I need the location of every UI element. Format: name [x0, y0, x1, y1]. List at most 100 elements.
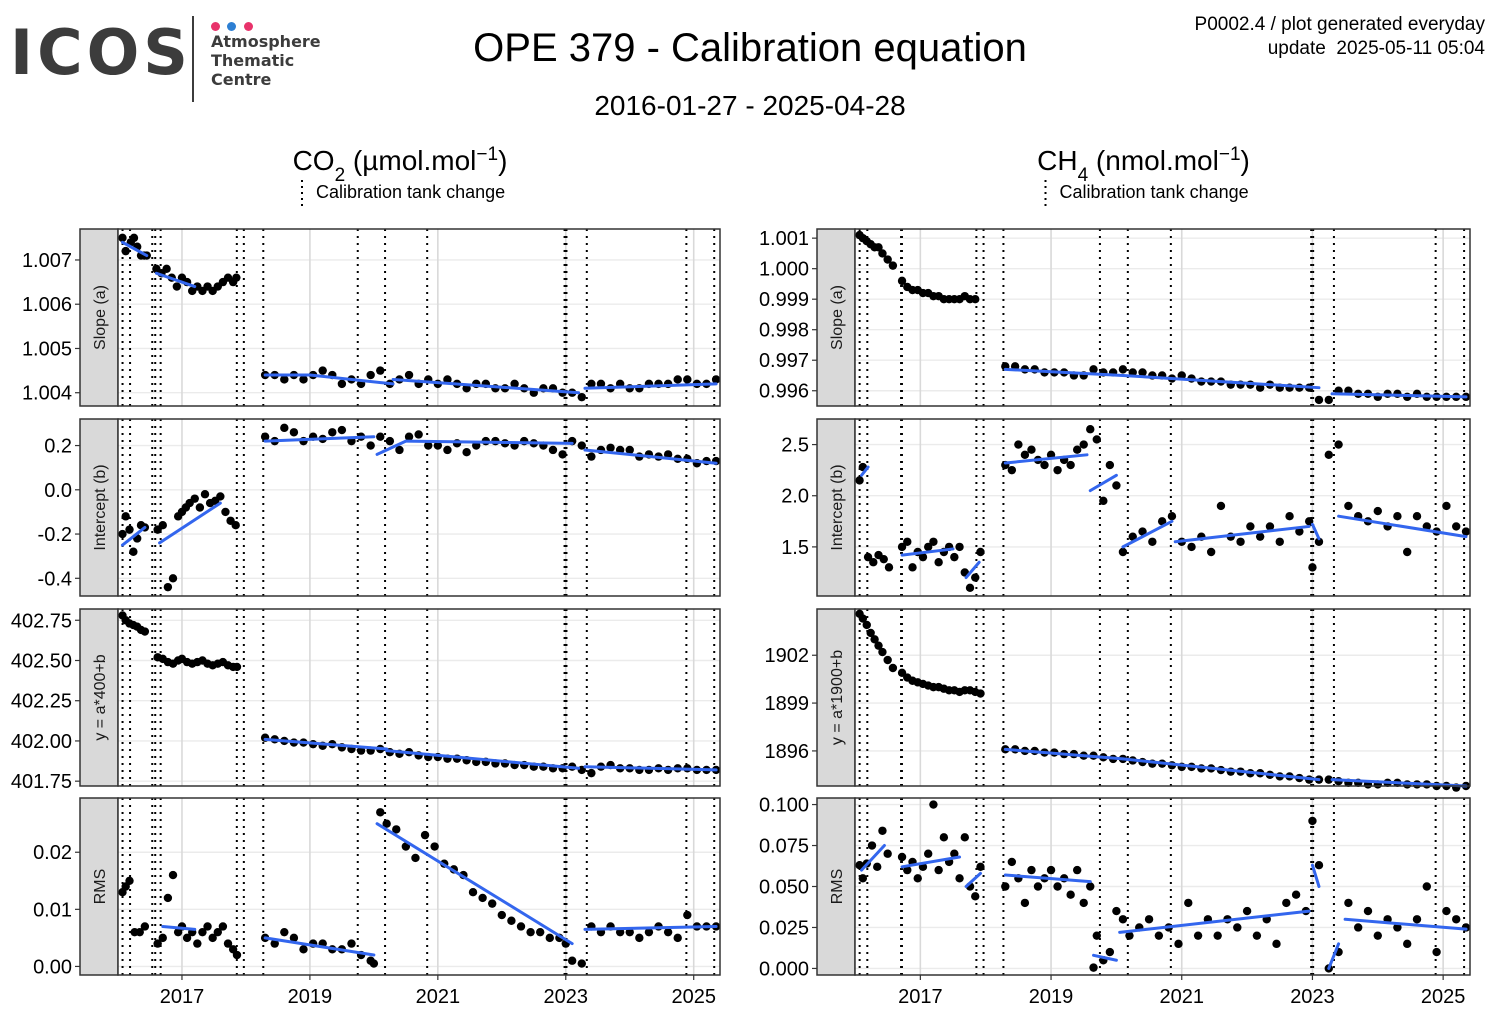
data-point [135, 927, 144, 937]
data-point [414, 430, 423, 439]
y-tick-label: 402.75 [11, 610, 72, 632]
data-point [1363, 906, 1373, 916]
tank-change-legend: Calibration tank change [1044, 180, 1249, 206]
data-point [1452, 915, 1461, 924]
data-point [867, 841, 877, 850]
data-point [369, 959, 379, 968]
trend-line [1121, 519, 1174, 549]
data-point [863, 552, 873, 562]
data-point [1112, 906, 1121, 916]
data-point [232, 662, 242, 672]
column-title-part-1: 2 [335, 165, 346, 186]
column-title-part-4: ) [498, 145, 507, 176]
data-point [376, 432, 385, 441]
data-point [1033, 882, 1043, 891]
update-line: update 2025-05-11 05:04 [1267, 38, 1485, 59]
data-point [1027, 445, 1036, 454]
trend-line [1118, 909, 1311, 934]
legend-label: Calibration tank change [316, 182, 505, 202]
data-point [866, 628, 875, 638]
data-point [289, 428, 299, 437]
data-point [855, 476, 864, 485]
data-point [663, 927, 673, 937]
data-point [231, 521, 240, 530]
panel-frame [854, 608, 1471, 787]
data-point [635, 933, 644, 943]
data-point [1432, 947, 1441, 957]
data-point [1079, 440, 1088, 449]
data-point [878, 826, 887, 835]
column-ch4: CH4 (nmol.mol−1)Calibration tank changeS… [759, 144, 1471, 1008]
data-point [879, 554, 888, 564]
data-point [376, 808, 385, 817]
panel-strip [79, 228, 119, 407]
y-tick-label: 0.075 [759, 836, 809, 858]
data-point [1086, 425, 1095, 434]
trend-line [263, 936, 376, 957]
data-point [168, 870, 178, 880]
trend-line [1343, 917, 1468, 931]
data-point [711, 375, 721, 384]
data-point [1206, 547, 1216, 557]
trend-line [1330, 392, 1468, 399]
y-tick-label: 401.75 [11, 771, 72, 793]
trend-line [860, 844, 886, 872]
column-title: CH4 (nmol.mol−1) [1037, 144, 1250, 186]
trend-line [1003, 873, 1092, 884]
page-title: OPE 379 - Calibration equation [473, 26, 1027, 70]
data-point [934, 865, 943, 875]
data-point [874, 641, 883, 650]
y-tick-label: 0.00 [33, 956, 72, 978]
data-point [404, 432, 414, 441]
data-point [299, 375, 308, 384]
panel-frame [117, 228, 721, 407]
data-point [874, 243, 883, 252]
trend-line [583, 448, 718, 465]
data-point [1138, 527, 1147, 536]
trend-line [375, 822, 574, 946]
data-point [1027, 865, 1036, 875]
data-point [862, 620, 871, 630]
data-point [221, 507, 230, 517]
data-point [462, 447, 471, 457]
data-point [625, 927, 634, 937]
data-point [870, 635, 879, 644]
trend-line [1330, 778, 1468, 788]
panel-strip-label: RMS [829, 869, 846, 905]
panel-frame [854, 418, 1471, 597]
trend-line [583, 765, 718, 772]
data-point [1014, 440, 1023, 449]
y-tick-label: 0.996 [759, 381, 809, 403]
data-point [1233, 923, 1242, 932]
panel-co2-rms: RMS 0.00 0.01 0.02 2017 2019 2021 2023 2025 [33, 797, 721, 1008]
data-point [587, 379, 596, 389]
data-point [971, 892, 980, 901]
data-point [1246, 522, 1255, 531]
data-point [118, 233, 127, 243]
data-point [596, 379, 606, 389]
panel-background [855, 419, 1470, 596]
data-point [198, 927, 207, 937]
data-point [1393, 923, 1402, 932]
data-point [411, 853, 420, 863]
y-tick-label: 0.025 [759, 917, 809, 939]
data-point [625, 445, 634, 455]
data-point [337, 379, 347, 389]
data-point [497, 910, 507, 920]
data-point [903, 537, 912, 546]
data-point [1046, 865, 1056, 875]
y-tick-label: 0.998 [759, 320, 809, 342]
data-point [663, 450, 673, 459]
data-point [125, 525, 134, 534]
trend-line [1310, 863, 1321, 888]
data-point [280, 375, 289, 384]
logo-dot-pink2 [243, 22, 253, 31]
panel-frame [117, 608, 721, 787]
trend-line [1310, 522, 1321, 541]
x-tick-label: 2025 [671, 986, 716, 1008]
column-title-part-1: 4 [1078, 165, 1089, 186]
y-tick-label: 0.999 [759, 289, 809, 311]
data-point [232, 273, 241, 282]
data-point [328, 428, 337, 437]
tank-change-legend: Calibration tank change [301, 180, 505, 206]
